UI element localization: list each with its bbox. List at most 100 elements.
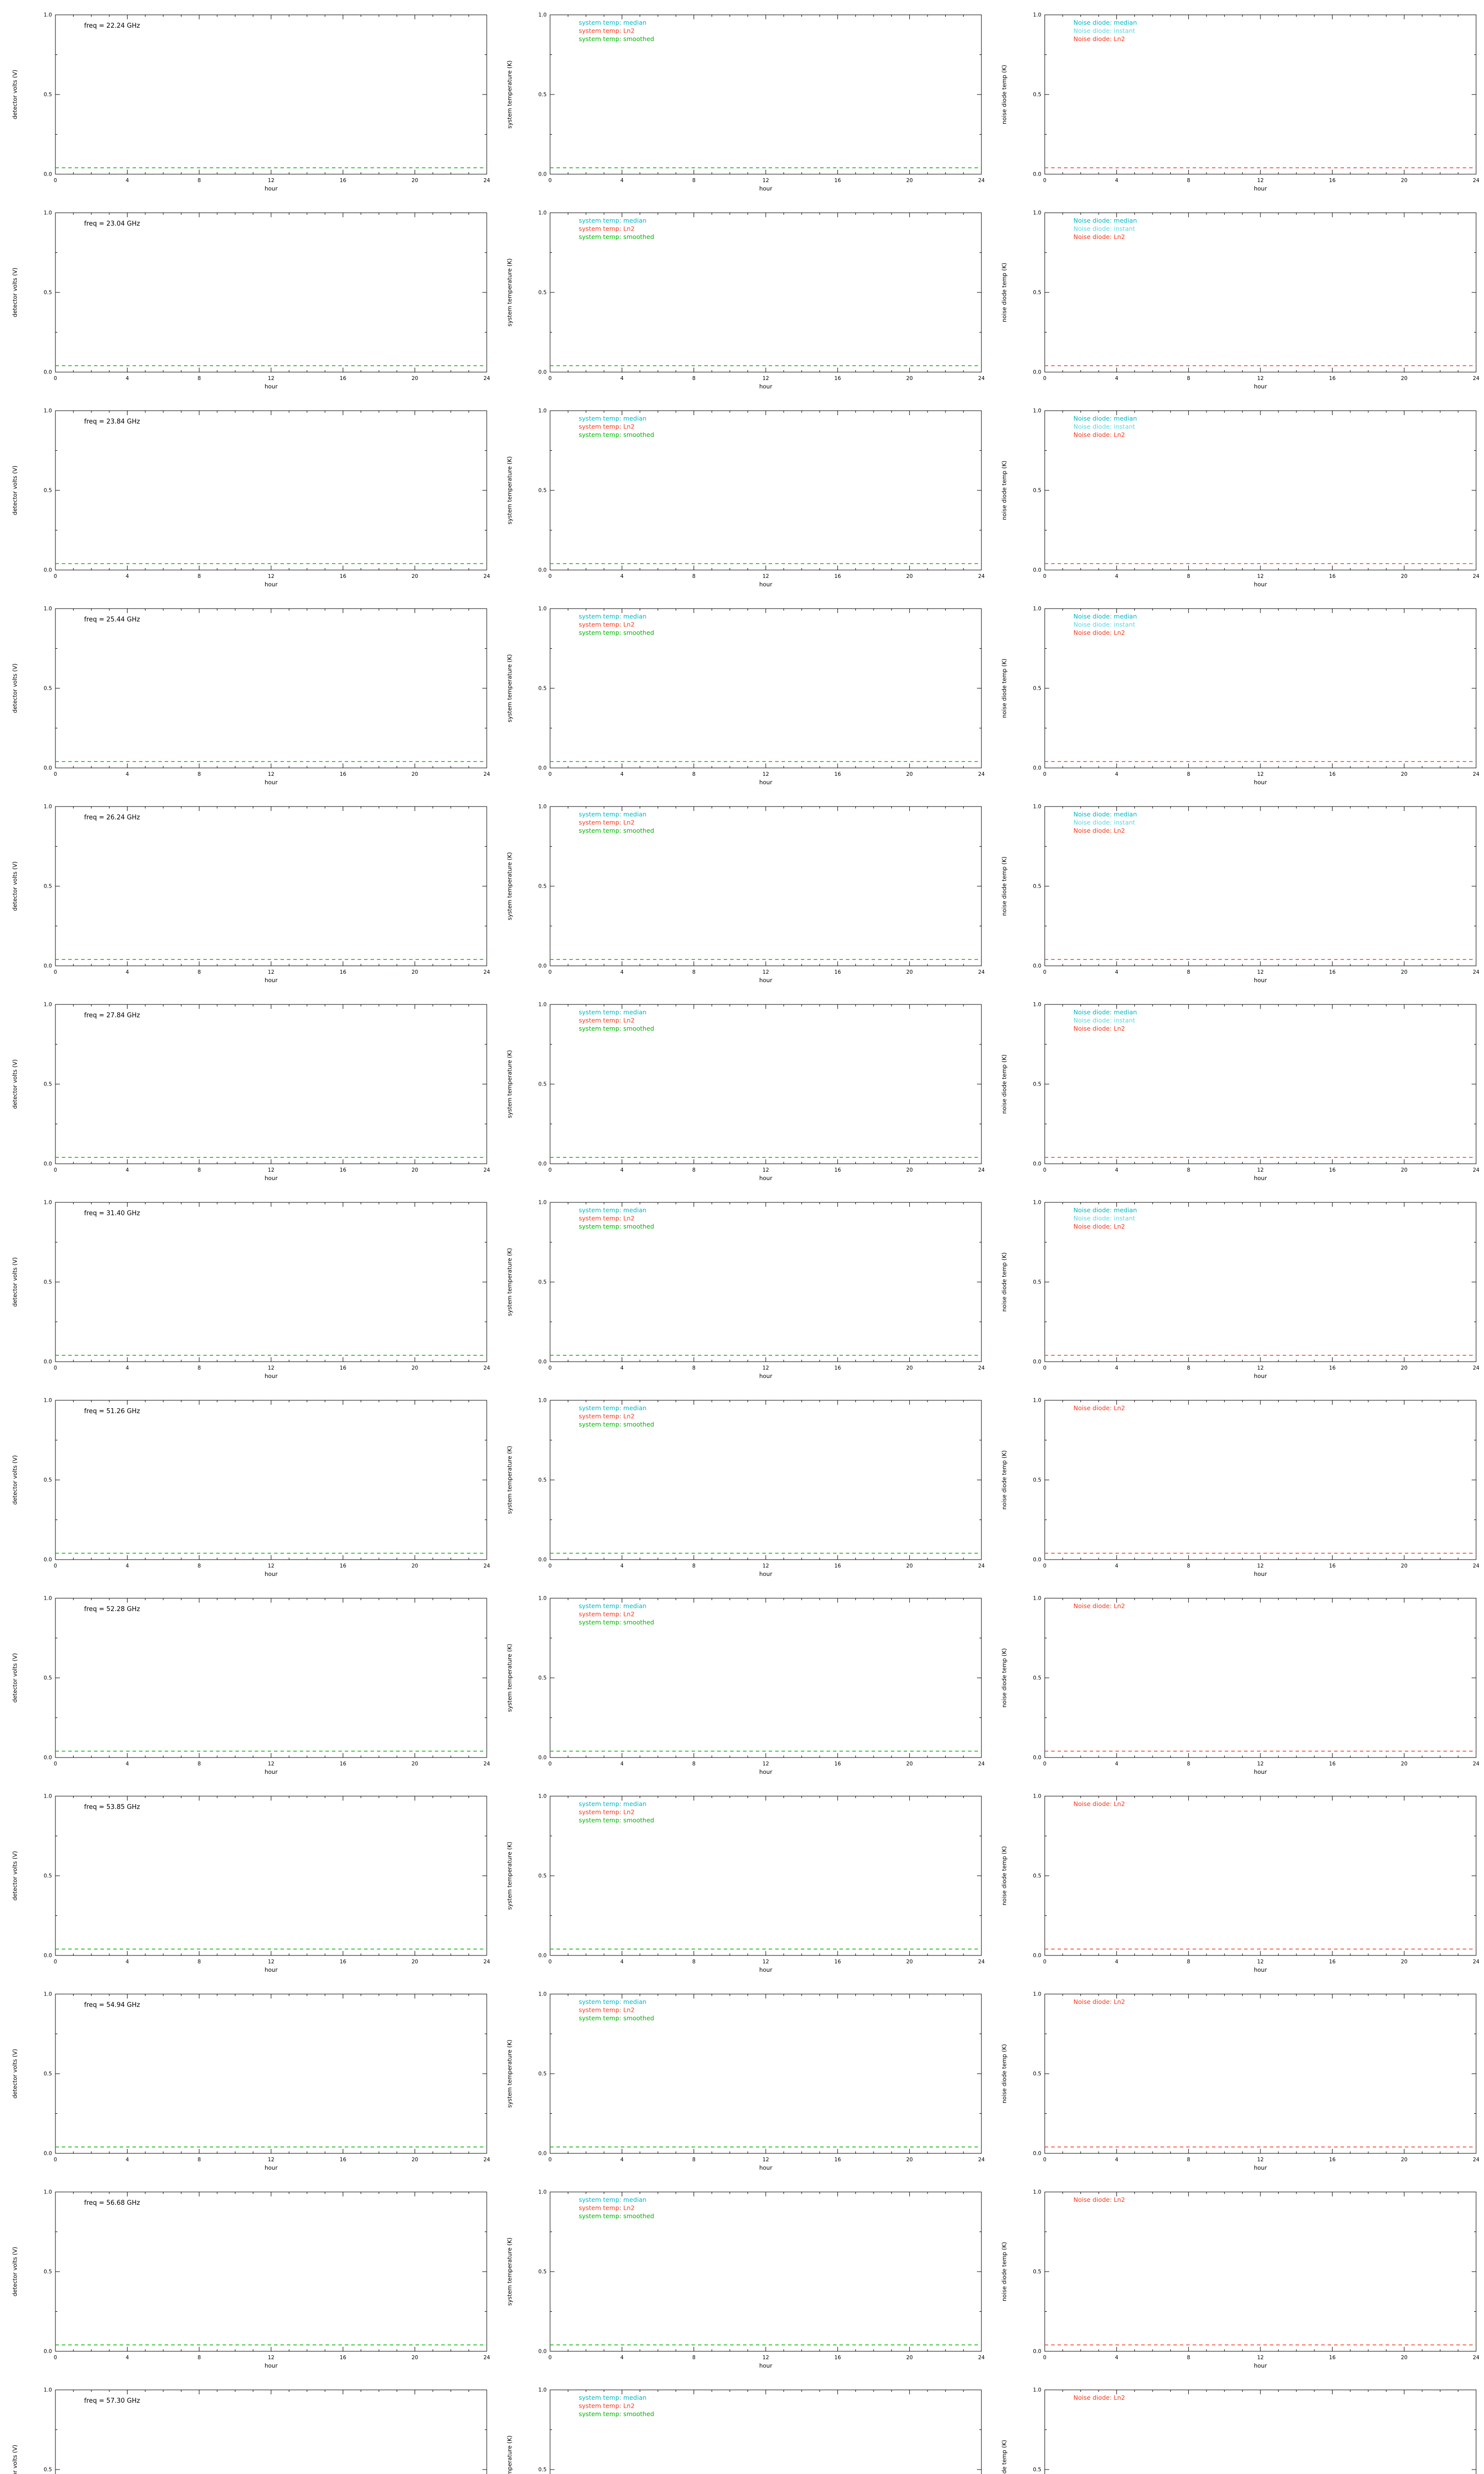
tick-label: 0.5 bbox=[44, 92, 52, 98]
tick-label: 20 bbox=[412, 969, 418, 975]
x-axis-label: hour bbox=[759, 2164, 773, 2171]
plot-box bbox=[55, 14, 487, 175]
tick-label: 20 bbox=[412, 376, 418, 381]
y-axis-label: noise diode temp (K) bbox=[1001, 1846, 1008, 1905]
tick-label: 0.0 bbox=[44, 370, 52, 376]
plot-box bbox=[550, 1994, 982, 2154]
tick-label: 20 bbox=[1401, 1365, 1407, 1371]
plot-box bbox=[550, 1004, 982, 1164]
tick-label: 4 bbox=[126, 573, 129, 579]
chart-canvas: 0 4 8 12 16 20 24 0.0 0.5 1.0 hour noise diode temp… bbox=[1001, 12, 1480, 192]
tick-label: 12 bbox=[762, 1167, 769, 1173]
y-axis-label: system temperature (K) bbox=[506, 1842, 513, 1910]
chart-cell-r4-c1: 0 4 8 12 16 20 24 0.0 0.5 1.0 hour detector volts (… bbox=[0, 594, 495, 792]
tick-label: 0.5 bbox=[44, 686, 52, 692]
tick-label: 0.0 bbox=[538, 2349, 547, 2355]
tick-label: 4 bbox=[620, 1365, 624, 1371]
tick-label: 20 bbox=[412, 178, 418, 184]
chart-canvas: 0 4 8 12 16 20 24 0.0 0.5 1.0 hour noise diode temp… bbox=[1001, 1794, 1480, 1974]
tick-label: 12 bbox=[268, 1563, 274, 1569]
tick-label: 24 bbox=[978, 573, 985, 579]
tick-label: 16 bbox=[1329, 376, 1336, 381]
freq-label: freq = 26.24 GHz bbox=[84, 814, 140, 821]
tick-label: 0 bbox=[54, 771, 57, 777]
tick-label: 0.5 bbox=[44, 1280, 52, 1285]
tick-label: 0.0 bbox=[1033, 1755, 1041, 1761]
tick-label: 24 bbox=[978, 178, 985, 184]
tick-label: 8 bbox=[1187, 1761, 1190, 1767]
tick-label: 0.0 bbox=[44, 1953, 52, 1959]
tick-label: 4 bbox=[620, 2157, 624, 2163]
chart-cell-r6-c2: 0 4 8 12 16 20 24 0.0 0.5 1.0 hour system temperatu… bbox=[495, 990, 989, 1188]
tick-label: 4 bbox=[126, 771, 129, 777]
tick-label: 1.0 bbox=[44, 2189, 52, 2195]
tick-label: 12 bbox=[762, 1365, 769, 1371]
tick-label: 0.5 bbox=[538, 686, 547, 692]
chart-cell-r2-c2: 0 4 8 12 16 20 24 0.0 0.5 1.0 hour system temperatu… bbox=[495, 198, 989, 396]
legend-entry: system temp: median bbox=[579, 2394, 647, 2401]
plot-box bbox=[55, 1796, 487, 1956]
tick-label: 0.5 bbox=[538, 488, 547, 494]
plot-box bbox=[1044, 1796, 1477, 1956]
tick-label: 24 bbox=[1473, 1959, 1480, 1965]
tick-label: 20 bbox=[906, 1167, 913, 1173]
tick-label: 8 bbox=[1187, 1959, 1190, 1965]
tick-label: 4 bbox=[620, 376, 624, 381]
tick-label: 20 bbox=[412, 1761, 418, 1767]
tick-label: 8 bbox=[1187, 771, 1190, 777]
tick-label: 24 bbox=[1473, 1167, 1480, 1173]
tick-label: 1.0 bbox=[538, 1992, 547, 1998]
y-axis-label: noise diode temp (K) bbox=[1001, 2044, 1008, 2103]
tick-label: 1.0 bbox=[538, 606, 547, 612]
chart-cell-r12-c2: 0 4 8 12 16 20 24 0.0 0.5 1.0 hour system temperatu… bbox=[495, 2177, 989, 2375]
tick-label: 16 bbox=[835, 178, 841, 184]
tick-label: 0.5 bbox=[538, 2071, 547, 2077]
tick-label: 24 bbox=[483, 376, 490, 381]
tick-label: 20 bbox=[1401, 178, 1407, 184]
legend-entry: Noise diode: median bbox=[1073, 415, 1137, 422]
freq-label: freq = 27.84 GHz bbox=[84, 1012, 140, 1019]
legend-entry: system temp: smoothed bbox=[579, 431, 654, 438]
tick-label: 1.0 bbox=[44, 1200, 52, 1206]
tick-label: 4 bbox=[1115, 376, 1118, 381]
y-axis-label: detector volts (V) bbox=[11, 2445, 18, 2474]
tick-label: 8 bbox=[692, 771, 696, 777]
tick-label: 0.0 bbox=[538, 1953, 547, 1959]
chart-cell-r12-c1: 0 4 8 12 16 20 24 0.0 0.5 1.0 hour detector volts (… bbox=[0, 2177, 495, 2375]
chart-cell-r4-c3: 0 4 8 12 16 20 24 0.0 0.5 1.0 hour noise diode temp… bbox=[989, 594, 1484, 792]
tick-label: 0.5 bbox=[1033, 488, 1041, 494]
y-axis-label: system temperature (K) bbox=[506, 2040, 513, 2108]
legend-entry: system temp: median bbox=[579, 810, 647, 818]
chart-cell-r3-c2: 0 4 8 12 16 20 24 0.0 0.5 1.0 hour system temperatu… bbox=[495, 396, 989, 594]
tick-label: 12 bbox=[268, 2355, 274, 2361]
tick-label: 0 bbox=[54, 573, 57, 579]
tick-label: 1.0 bbox=[538, 804, 547, 810]
plot-box bbox=[1044, 1400, 1477, 1560]
legend-entry: system temp: median bbox=[579, 217, 647, 224]
chart-cell-r3-c3: 0 4 8 12 16 20 24 0.0 0.5 1.0 hour noise diode temp… bbox=[989, 396, 1484, 594]
tick-label: 20 bbox=[1401, 1761, 1407, 1767]
tick-label: 12 bbox=[762, 2355, 769, 2361]
y-axis-label: noise diode temp (K) bbox=[1001, 2440, 1008, 2474]
tick-label: 4 bbox=[126, 1761, 129, 1767]
plot-box bbox=[550, 2389, 982, 2474]
tick-label: 8 bbox=[692, 2157, 696, 2163]
legend-entry: Noise diode: median bbox=[1073, 19, 1137, 26]
tick-label: 0.0 bbox=[538, 1755, 547, 1761]
tick-label: 1.0 bbox=[538, 1596, 547, 1602]
tick-label: 0.0 bbox=[1033, 2151, 1041, 2157]
tick-label: 24 bbox=[978, 1563, 985, 1569]
legend-entry: system temp: Ln2 bbox=[579, 2006, 635, 2014]
tick-label: 1.0 bbox=[1033, 1398, 1041, 1404]
y-axis-label: noise diode temp (K) bbox=[1001, 1054, 1008, 1114]
tick-label: 8 bbox=[1187, 2157, 1190, 2163]
x-axis-label: hour bbox=[265, 1966, 278, 1973]
tick-label: 0 bbox=[549, 573, 552, 579]
freq-label: freq = 56.68 GHz bbox=[84, 2199, 140, 2207]
plot-box bbox=[1044, 1004, 1477, 1164]
tick-label: 8 bbox=[197, 2355, 201, 2361]
tick-label: 20 bbox=[906, 771, 913, 777]
y-axis-label: detector volts (V) bbox=[11, 2247, 18, 2296]
tick-label: 8 bbox=[197, 376, 201, 381]
